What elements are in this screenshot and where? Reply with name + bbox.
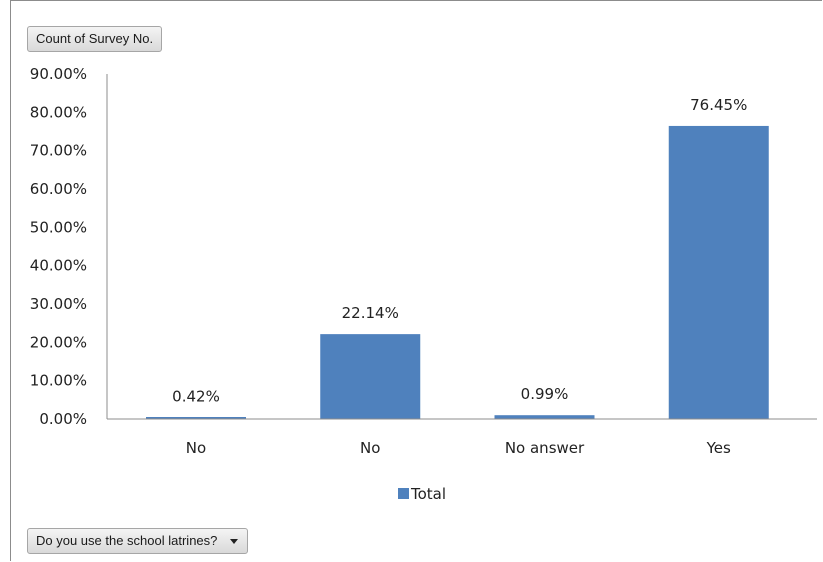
x-tick-label: Yes	[706, 439, 731, 457]
y-tick-label: 50.00%	[30, 218, 87, 236]
axis-field-button[interactable]: Do you use the school latrines?	[27, 528, 249, 554]
y-axis: 0.00% 10.00% 20.00% 30.00% 40.00% 50.00% 60.00…	[30, 65, 108, 428]
value-field-label: Count of Survey No.	[36, 31, 154, 46]
legend: Total	[398, 485, 446, 503]
data-labels: 0.42% 22.14% 0.99% 76.45%	[172, 96, 747, 405]
y-tick-label: 90.00%	[30, 65, 87, 83]
y-tick-label: 20.00%	[30, 333, 87, 351]
x-tick-label: No	[360, 439, 380, 457]
chevron-down-icon[interactable]	[230, 539, 239, 544]
y-tick-label: 0.00%	[39, 410, 87, 428]
x-tick-label: No answer	[505, 439, 585, 457]
y-tick-label: 30.00%	[30, 295, 87, 313]
y-tick-label: 60.00%	[30, 180, 87, 198]
y-tick-label: 70.00%	[30, 142, 87, 160]
y-tick-label: 80.00%	[30, 103, 87, 121]
bar	[146, 417, 246, 419]
y-tick-label: 40.00%	[30, 257, 87, 275]
data-label: 22.14%	[342, 304, 399, 322]
legend-label: Total	[410, 485, 446, 503]
legend-swatch	[398, 488, 409, 499]
bar	[494, 415, 595, 419]
value-field-button[interactable]: Count of Survey No.	[27, 26, 163, 52]
bar	[668, 125, 769, 420]
data-label: 0.42%	[172, 387, 220, 405]
x-axis: No No No answer Yes	[107, 418, 817, 457]
bars	[146, 125, 769, 420]
y-tick-label: 10.00%	[30, 372, 87, 390]
bar	[320, 334, 421, 419]
data-label: 76.45%	[690, 96, 747, 114]
axis-field-label: Do you use the school latrines?	[36, 533, 218, 548]
data-label: 0.99%	[521, 385, 569, 403]
x-tick-label: No	[186, 439, 206, 457]
